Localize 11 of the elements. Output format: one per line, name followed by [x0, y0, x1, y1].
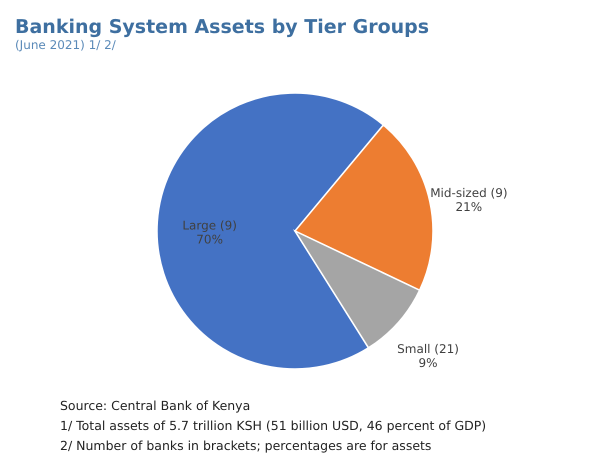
slice-label: Large (9)	[182, 218, 237, 232]
data-label: 9%	[418, 356, 438, 370]
data-label: 70%	[196, 232, 223, 246]
chart-title: Banking System Assets by Tier Groups	[15, 16, 430, 38]
chart-subtitle: (June 2021) 1/ 2/	[15, 38, 117, 52]
source-note: Source: Central Bank of Kenya	[60, 398, 250, 413]
text: 2/ Number of banks in brackets; percentages are for assets	[60, 438, 432, 453]
slice-label: Small (21)	[397, 342, 459, 356]
slice-label: Mid-sized (9)	[430, 186, 508, 200]
data-label: 21%	[456, 200, 482, 214]
text: 1/ Total assets of 5.7 trillion KSH (51 billion USD, 46 percent of GDP)	[60, 418, 486, 433]
